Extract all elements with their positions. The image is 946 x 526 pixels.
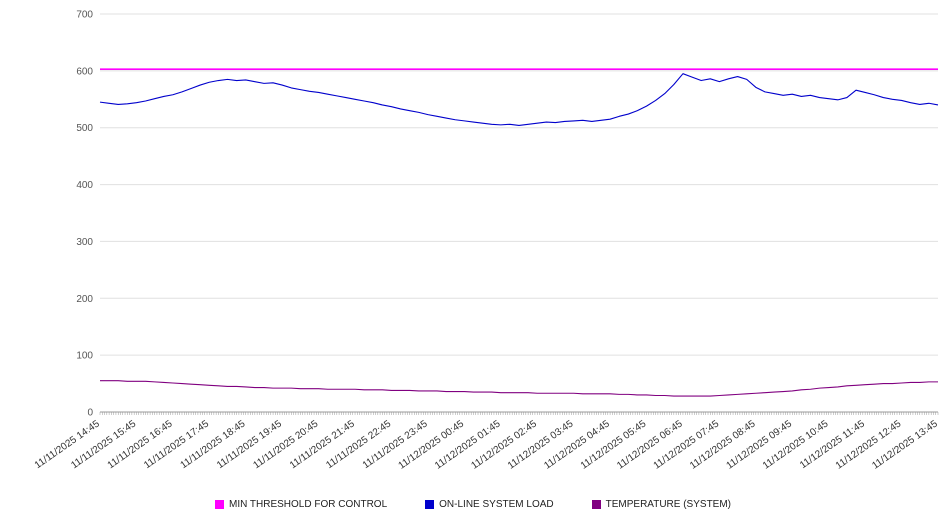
x-axis-tick-label: 11/11/2025 16:45 [106, 418, 175, 471]
x-axis-tick-label: 11/12/2025 03:45 [506, 418, 576, 471]
legend-item[interactable]: MIN THRESHOLD FOR CONTROL [214, 499, 388, 510]
x-axis-tick-label: 11/12/2025 04:45 [542, 418, 612, 471]
y-axis-tick-label: 600 [76, 66, 93, 77]
x-axis-tick-label: 11/12/2025 10:45 [761, 418, 831, 471]
y-axis-tick-label: 500 [76, 123, 93, 134]
x-axis-tick-label: 11/12/2025 08:45 [688, 418, 758, 471]
legend-swatch [425, 500, 435, 509]
x-axis-tick-label: 11/11/2025 17:45 [142, 418, 211, 471]
x-axis-tick-label: 11/11/2025 19:45 [215, 418, 284, 471]
x-axis-tick-label: 11/12/2025 12:45 [834, 418, 904, 471]
x-axis-tick-label: 11/11/2025 14:45 [33, 418, 102, 471]
x-axis-tick-label: 11/11/2025 20:45 [251, 418, 320, 471]
x-axis-tick-label: 11/11/2025 15:45 [69, 418, 138, 471]
x-axis-tick-label: 11/11/2025 21:45 [288, 418, 357, 471]
y-axis-tick-label: 200 [76, 294, 93, 305]
x-axis-tick-label: 11/11/2025 23:45 [361, 418, 430, 471]
series-temperature-system- [100, 380, 938, 397]
legend-item[interactable]: TEMPERATURE (SYSTEM) [591, 499, 732, 510]
legend-swatch [591, 500, 601, 509]
x-axis-tick-label: 11/12/2025 00:45 [397, 418, 467, 471]
x-axis-tick-label: 11/12/2025 07:45 [652, 418, 722, 471]
y-axis-tick-label: 700 [76, 10, 93, 21]
series-on-line-system-load [99, 73, 939, 126]
x-axis-tick-label: 11/12/2025 01:45 [433, 418, 503, 471]
y-axis-tick-label: 400 [76, 180, 93, 191]
x-axis-tick-label: 11/12/2025 05:45 [579, 418, 649, 471]
x-axis-tick-label: 11/11/2025 18:45 [179, 418, 248, 471]
x-axis-tick-label: 11/12/2025 09:45 [725, 418, 795, 471]
x-axis-tick-label: 11/12/2025 13:45 [870, 418, 940, 471]
x-axis-tick-label: 11/12/2025 02:45 [469, 418, 539, 471]
x-axis-tick-label: 11/12/2025 06:45 [615, 418, 685, 471]
x-axis-tick-label: 11/12/2025 11:45 [798, 418, 867, 471]
y-axis-tick-label: 100 [76, 351, 93, 362]
legend-label: ON-LINE SYSTEM LOAD [439, 499, 554, 510]
legend-swatch [214, 500, 224, 509]
x-axis-tick-label: 11/11/2025 22:45 [324, 418, 393, 471]
legend-label: MIN THRESHOLD FOR CONTROL [228, 499, 388, 510]
chart-legend: MIN THRESHOLD FOR CONTROL ON-LINE SYSTEM … [0, 499, 946, 510]
legend-item[interactable]: ON-LINE SYSTEM LOAD [425, 499, 554, 510]
y-axis-tick-label: 0 [87, 408, 93, 419]
legend-label: TEMPERATURE (SYSTEM) [605, 499, 732, 510]
x-axis-ticks [99, 412, 939, 415]
y-axis-tick-label: 300 [76, 237, 93, 248]
